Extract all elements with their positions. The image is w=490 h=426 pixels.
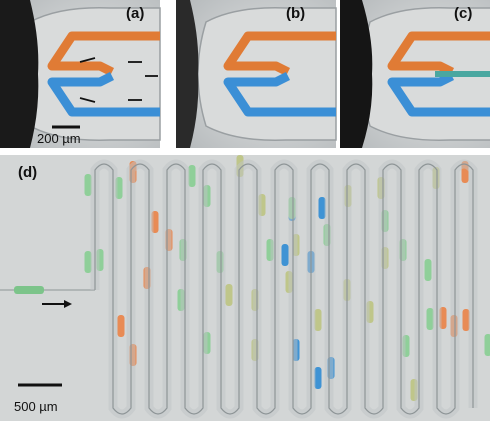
panel-label: (c): [454, 5, 472, 22]
panel-label: (d): [18, 164, 37, 181]
droplet: [226, 284, 233, 306]
panel-label: (b): [286, 5, 305, 22]
droplet: [85, 251, 92, 273]
panel-a: 200 µm (a): [0, 0, 160, 148]
panel-d: 500 µm (d): [0, 155, 490, 421]
scale-label: 500 µm: [14, 399, 58, 414]
droplet: [485, 334, 490, 356]
droplet: [463, 309, 470, 331]
droplet: [189, 165, 196, 187]
scale-label: 200 µm: [37, 131, 81, 146]
panel-b: (b): [176, 0, 336, 148]
panel-label: (a): [126, 5, 144, 22]
droplet: [425, 259, 432, 281]
droplet: [315, 309, 322, 331]
droplet: [315, 367, 322, 389]
droplet: [282, 244, 289, 266]
droplet: [85, 174, 92, 196]
droplet: [118, 315, 125, 337]
figure: 200 µm (a) (b) (c) 500 µm (d): [0, 0, 490, 421]
droplet: [427, 308, 434, 330]
panel-c: (c): [340, 0, 490, 148]
droplet: [319, 197, 326, 219]
